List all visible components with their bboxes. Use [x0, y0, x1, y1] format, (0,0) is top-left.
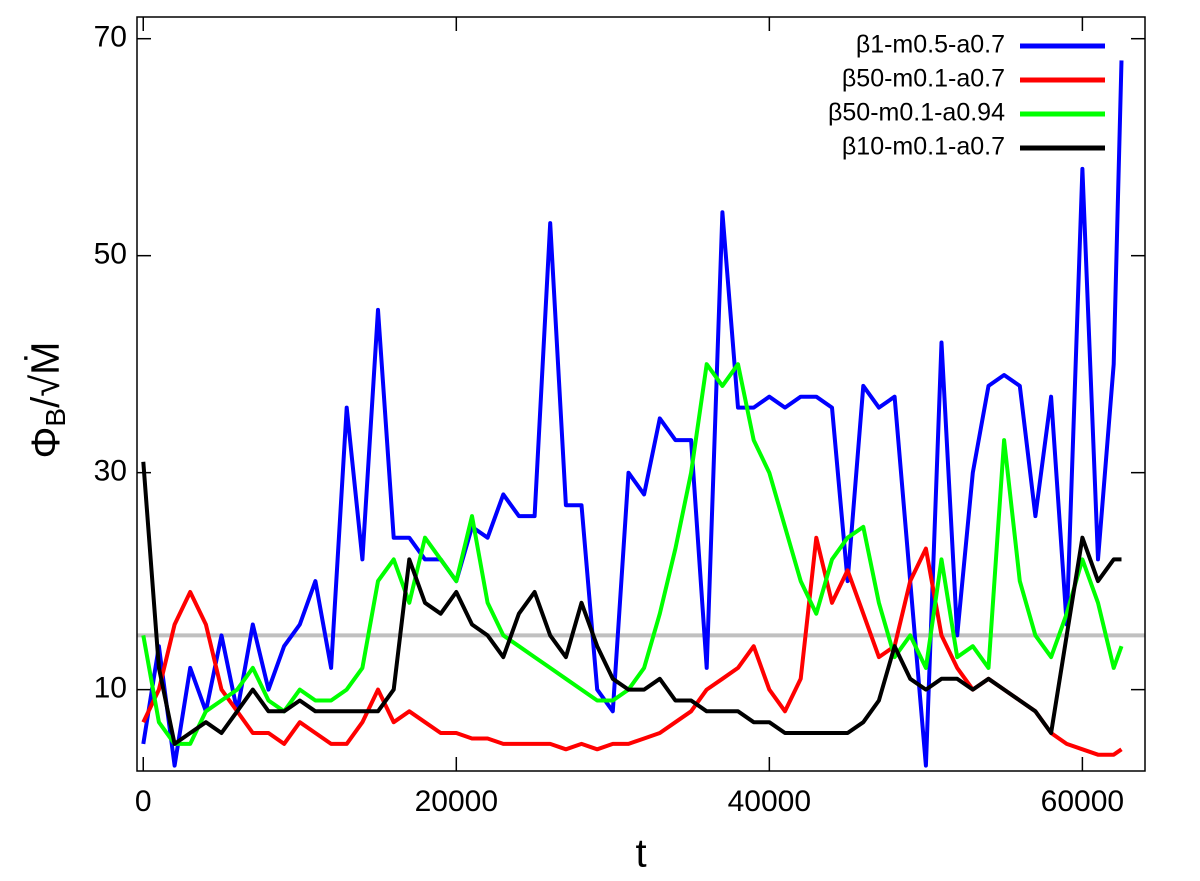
- y-label-part: /√Ṁ: [23, 342, 68, 408]
- data-line: [141, 535, 1123, 757]
- y-label-sub: B: [40, 408, 71, 427]
- y-tick-label: 50: [94, 238, 127, 271]
- data-line: [141, 362, 1124, 746]
- data-line: [141, 60, 1124, 768]
- y-axis-label: ΦB/√Ṁ: [23, 342, 72, 459]
- x-tick-label: 20000: [415, 785, 498, 818]
- y-tick-label: 10: [94, 672, 127, 705]
- legend-label: β50-m0.1-a0.7: [842, 65, 1005, 93]
- x-tick-label: 60000: [1041, 785, 1124, 818]
- legend-label: β1-m0.5-a0.7: [856, 31, 1005, 59]
- legend-label: β50-m0.1-a0.94: [828, 99, 1005, 127]
- x-tick-label: 0: [135, 785, 152, 818]
- legend-label: β10-m0.1-a0.7: [842, 133, 1005, 161]
- data-line: [141, 461, 1122, 746]
- plot-frame: [136, 16, 1146, 772]
- y-tick-label: 30: [94, 455, 127, 488]
- x-tick-label: 40000: [728, 785, 811, 818]
- y-tick-label: 70: [94, 21, 127, 54]
- y-label-part: Φ: [24, 427, 68, 459]
- x-axis-label: t: [635, 832, 646, 876]
